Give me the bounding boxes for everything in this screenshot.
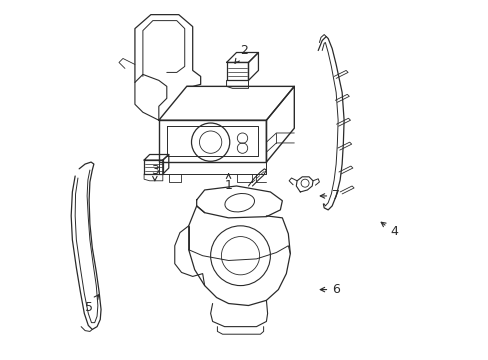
Text: 1: 1 [224, 174, 232, 193]
Text: 4: 4 [381, 222, 397, 238]
Text: 3: 3 [151, 163, 159, 181]
Text: 2: 2 [234, 44, 248, 63]
Text: 7: 7 [320, 189, 340, 202]
Text: 6: 6 [320, 283, 339, 296]
Text: 5: 5 [85, 295, 99, 314]
